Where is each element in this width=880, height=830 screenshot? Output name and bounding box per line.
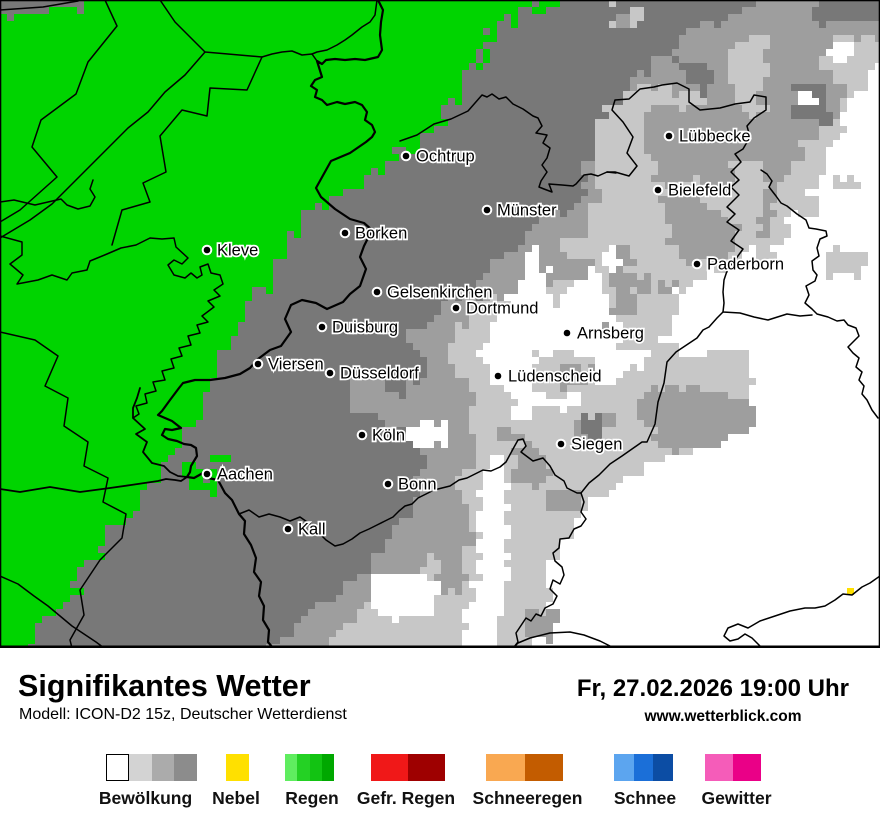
svg-text:Gelsenkirchen: Gelsenkirchen xyxy=(387,284,492,302)
svg-text:Borken: Borken xyxy=(355,225,407,243)
svg-text:Lübbecke: Lübbecke xyxy=(679,128,751,146)
svg-text:Dortmund: Dortmund xyxy=(466,300,538,318)
svg-text:Duisburg: Duisburg xyxy=(332,319,398,337)
svg-text:Paderborn: Paderborn xyxy=(707,256,784,274)
svg-text:Ochtrup: Ochtrup xyxy=(416,148,475,166)
svg-text:Aachen: Aachen xyxy=(217,466,273,484)
svg-text:Düsseldorf: Düsseldorf xyxy=(340,365,419,383)
svg-text:Arnsberg: Arnsberg xyxy=(577,325,644,343)
svg-text:Lüdenscheid: Lüdenscheid xyxy=(508,368,602,386)
svg-text:Bielefeld: Bielefeld xyxy=(668,182,731,200)
svg-text:Kleve: Kleve xyxy=(217,242,258,260)
svg-text:Kall: Kall xyxy=(298,521,326,539)
svg-text:Köln: Köln xyxy=(372,427,405,445)
svg-text:Siegen: Siegen xyxy=(571,436,622,454)
svg-text:Bonn: Bonn xyxy=(398,476,437,494)
svg-text:Münster: Münster xyxy=(497,202,557,220)
svg-text:Viersen: Viersen xyxy=(268,356,324,374)
